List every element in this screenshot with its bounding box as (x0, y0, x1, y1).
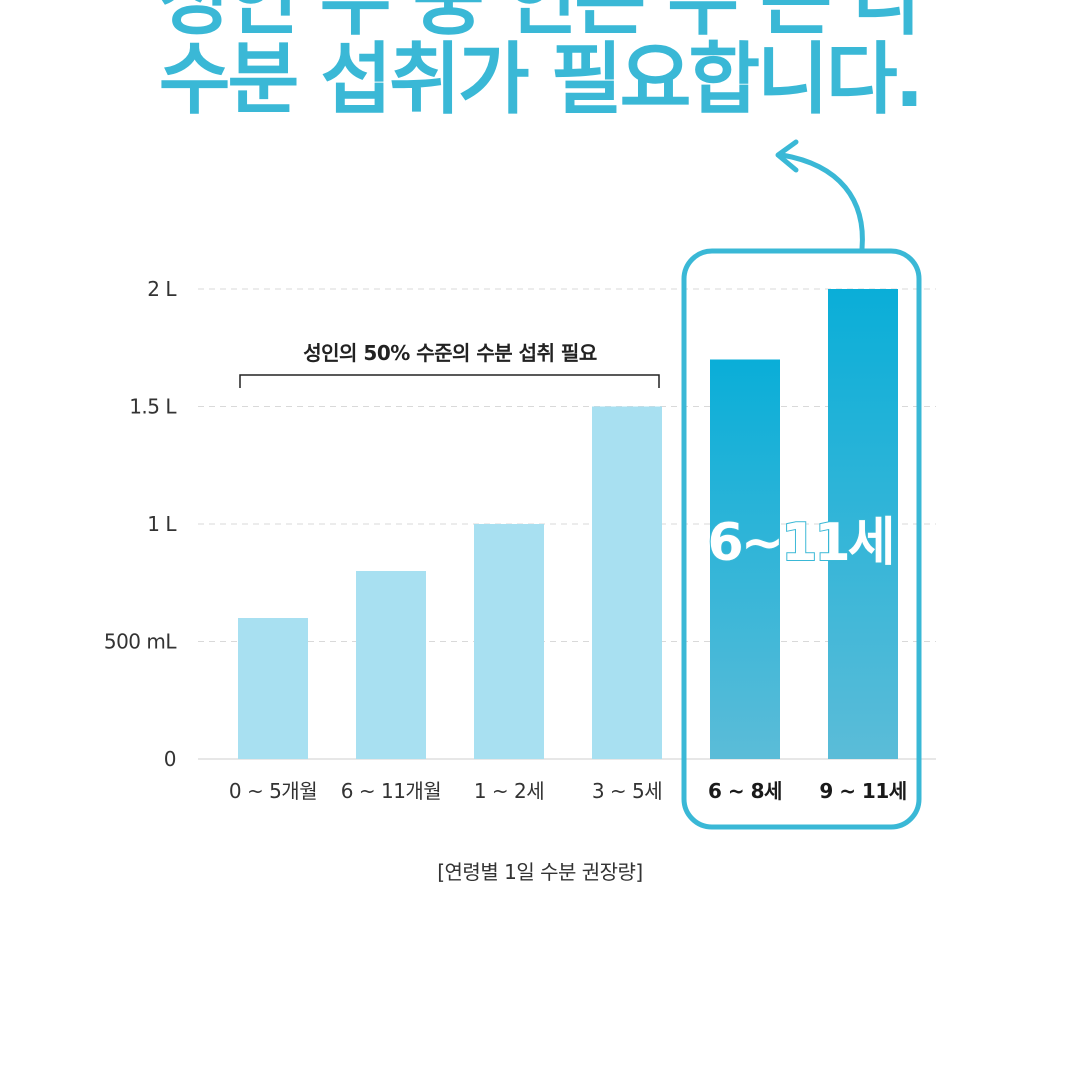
bar (710, 359, 780, 759)
bar (238, 618, 308, 759)
y-tick-label: 1.5 L (129, 395, 177, 419)
headline-line-1: 성인 수 중 인은 수 는 다 (158, 0, 925, 46)
x-tick-label: 1 ~ 2세 (474, 779, 544, 803)
y-tick-label: 500 mL (104, 630, 178, 654)
curved-arrow-icon (779, 152, 865, 252)
arrow-head-icon (775, 139, 799, 173)
x-tick-label: 6 ~ 8세 (708, 779, 782, 803)
annotation-bracket (239, 374, 660, 388)
x-tick-label: 9 ~ 11세 (819, 779, 906, 803)
x-tick-label: 6 ~ 11개월 (341, 779, 441, 803)
highlight-box (681, 248, 922, 830)
chart-caption: [연령별 1일 수분 권장량] (437, 860, 643, 884)
bar (356, 571, 426, 759)
y-tick-label: 0 (164, 747, 176, 771)
x-tick-label: 3 ~ 5세 (592, 779, 662, 803)
highlight-age-label: 6~11세 (708, 513, 893, 573)
annotation-bracket-label: 성인의 50% 수준의 수분 섭취 필요 (303, 341, 597, 365)
x-tick-label: 0 ~ 5개월 (229, 779, 317, 803)
y-tick-label: 1 L (147, 512, 177, 536)
bar (592, 406, 662, 759)
y-tick-label: 2 L (147, 277, 177, 301)
bar (828, 289, 898, 759)
headline-line-2: 수분 섭취가 필요합니다. (158, 35, 925, 125)
bar (474, 524, 544, 759)
